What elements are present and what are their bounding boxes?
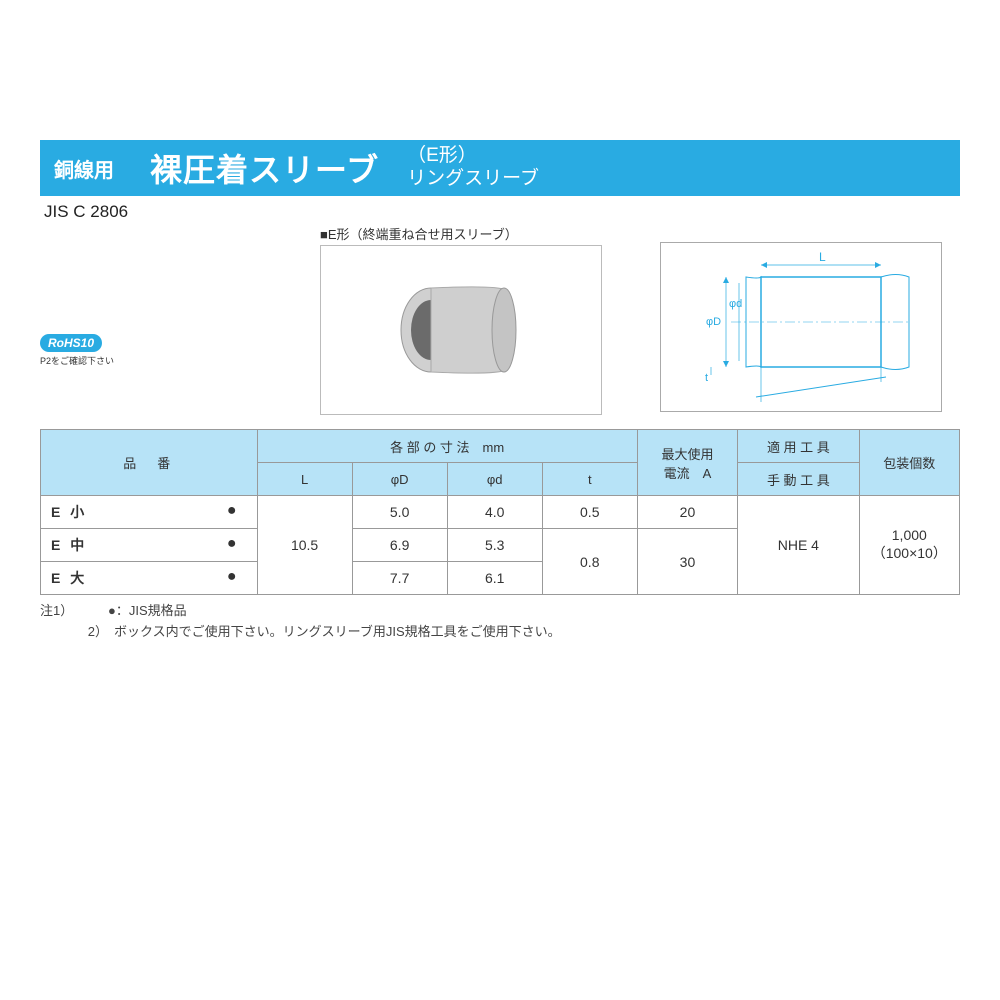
subtitle-r2: リングスリーブ [407,168,539,189]
dim-L: L [819,250,826,264]
cell-t-0: 0.5 [542,496,637,529]
col-L: L [257,463,352,496]
cell-d-1: 5.3 [447,529,542,562]
col-t: t [542,463,637,496]
rohs-badge: RoHS10 [40,334,102,352]
spec-table: 品 番 各 部 の 寸 法 mm 最大使用 電流 A 適 用 工 具 包装個数 … [40,429,960,595]
col-dimensions: 各 部 の 寸 法 mm [257,430,637,463]
col-tool: 適 用 工 具 [738,430,859,463]
note2-label: 2） [40,622,114,643]
cell-L: 10.5 [257,496,352,595]
col-packing: 包装個数 [859,430,959,496]
cell-cur-12: 30 [637,529,737,595]
cell-name-1: E 中● [41,529,258,562]
cell-D-0: 5.0 [352,496,447,529]
cell-D-1: 6.9 [352,529,447,562]
product-photo [320,245,602,415]
dimension-diagram: L φD φd t [660,242,942,412]
col-tool-sub: 手 動 工 具 [738,463,859,496]
cell-tool: NHE 4 [738,496,859,595]
photo-label: ■E形（終端重ね合せ用スリーブ） [320,224,620,243]
left-column: RoHS10 P2をご確認下さい [40,224,310,415]
notes: 注1）●：JIS規格品 2）ボックス内でご使用下さい。リングスリーブ用JIS規格… [40,601,960,643]
subtitle-right: （E形） リングスリーブ [407,145,539,191]
col-partno: 品 番 [41,430,258,496]
cell-t-12: 0.8 [542,529,637,595]
header-row-1: 品 番 各 部 の 寸 法 mm 最大使用 電流 A 適 用 工 具 包装個数 [41,430,960,463]
cell-name-0: E 小● [41,496,258,529]
cell-D-2: 7.7 [352,562,447,595]
subtitle-left: 銅線用 [54,154,114,183]
dim-t: t [705,372,708,384]
note1-label: 注1） [40,601,108,622]
cell-name-2: E 大● [41,562,258,595]
col-current: 最大使用 電流 A [637,430,737,496]
cell-pack: 1,000 （100×10） [859,496,959,595]
rohs-note: P2をご確認下さい [40,354,310,367]
subtitle-r1: （E形） [407,145,477,166]
col-d: φd [447,463,542,496]
main-title: 裸圧着スリーブ [150,145,379,191]
tech-drawing: L φD φd t [671,247,931,407]
jis-code: JIS C 2806 [44,202,960,222]
photo-column: ■E形（終端重ね合せ用スリーブ） [320,224,620,415]
table-row: E 小● 10.5 5.0 4.0 0.5 20 NHE 4 1,000 （10… [41,496,960,529]
cell-d-0: 4.0 [447,496,542,529]
cell-cur-0: 20 [637,496,737,529]
catalog-page: 銅線用 裸圧着スリーブ （E形） リングスリーブ JIS C 2806 RoHS… [0,0,1000,643]
cell-d-2: 6.1 [447,562,542,595]
dim-d: φd [729,298,742,310]
title-bar: 銅線用 裸圧着スリーブ （E形） リングスリーブ [40,140,960,196]
note1-text: ●：JIS規格品 [108,601,187,622]
middle-row: RoHS10 P2をご確認下さい ■E形（終端重ね合せ用スリーブ） [40,224,960,415]
col-D: φD [352,463,447,496]
dim-D: φD [706,316,721,328]
note2-text: ボックス内でご使用下さい。リングスリーブ用JIS規格工具をご使用下さい。 [114,622,561,643]
diagram-column: L φD φd t [660,224,942,415]
sleeve-illustration [376,260,546,400]
